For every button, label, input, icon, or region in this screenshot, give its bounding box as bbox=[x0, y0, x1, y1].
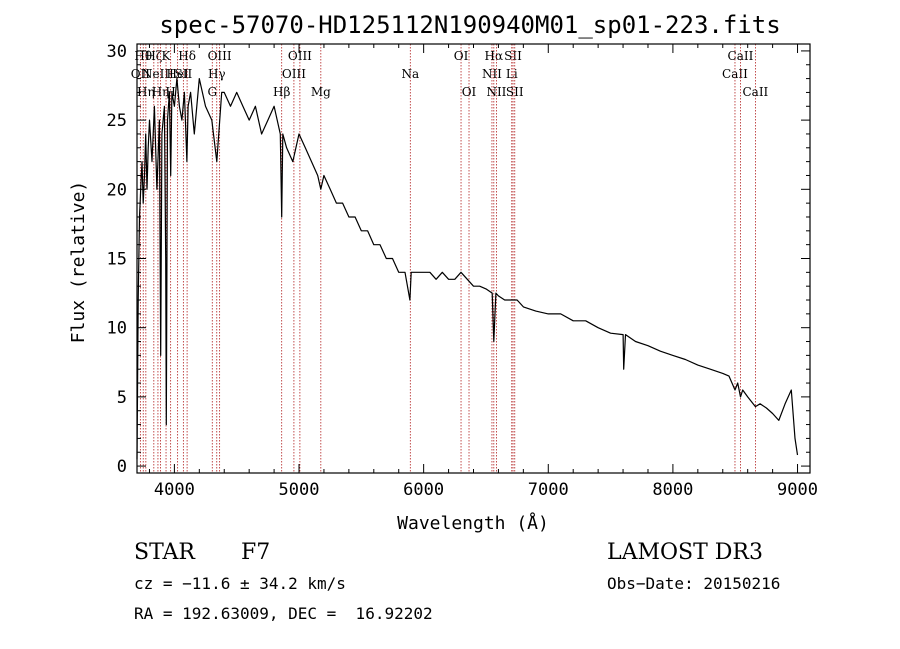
x-axis-label: Wavelength (Å) bbox=[397, 512, 549, 534]
spectral-line-label: NII bbox=[486, 85, 506, 99]
y-axis-label: Flux (relative) bbox=[68, 181, 89, 344]
spectral-line-label: Hα bbox=[485, 49, 504, 63]
spectral-line-label: CaII bbox=[742, 85, 768, 99]
x-tick-label: 9000 bbox=[777, 480, 818, 500]
spectrum-chart: spec-57070-HD125112N190940M01_sp01-223.f… bbox=[68, 11, 818, 534]
spectral-line-label: Hβ bbox=[273, 85, 290, 99]
spectral-line-label: K bbox=[162, 49, 172, 63]
spectral-line-label: SII bbox=[504, 49, 522, 63]
chart-title: spec-57070-HD125112N190940M01_sp01-223.f… bbox=[159, 11, 780, 39]
y-tick-label: 5 bbox=[117, 388, 127, 408]
spectral-subclass: F7 bbox=[241, 540, 271, 565]
y-tick-label: 25 bbox=[107, 111, 127, 131]
spectral-line-label: CaII bbox=[722, 67, 748, 81]
spectral-line-label: Mg bbox=[311, 85, 331, 99]
plot-frame bbox=[136, 43, 811, 474]
x-tick-label: 7000 bbox=[528, 480, 569, 500]
redshift-cz: cz = −11.6 ± 34.2 km/s bbox=[134, 574, 346, 593]
spectrum-series-line bbox=[136, 77, 799, 460]
spectral-line-label: Hη bbox=[152, 85, 170, 99]
spectral-line-label: Hγ bbox=[208, 67, 226, 81]
y-tick-label: 0 bbox=[117, 457, 127, 477]
spectral-line-label: Hθ bbox=[134, 49, 152, 63]
x-tick-label: 8000 bbox=[652, 480, 693, 500]
observation-date: Obs−Date: 20150216 bbox=[607, 574, 781, 593]
x-tick-label: 6000 bbox=[403, 480, 444, 500]
object-class: STAR bbox=[134, 540, 195, 565]
spectral-line-label: Hη bbox=[137, 85, 155, 99]
spectral-line-label: OIII bbox=[282, 67, 306, 81]
y-tick-label: 15 bbox=[107, 250, 127, 270]
spectral-line-label: OIII bbox=[288, 49, 312, 63]
spectral-line-label: OII bbox=[131, 67, 151, 81]
spectral-line-label: H bbox=[165, 85, 175, 99]
spectral-line-label: SII bbox=[175, 67, 193, 81]
y-tick-label: 20 bbox=[107, 180, 127, 200]
spectral-line-label: SII bbox=[506, 85, 524, 99]
spectral-line-label: Hδ bbox=[178, 49, 196, 63]
spectral-line-label: OIII bbox=[208, 49, 232, 63]
x-tick-label: 5000 bbox=[279, 480, 320, 500]
spectral-line-label: OI bbox=[454, 49, 469, 63]
spectral-line-label: Li bbox=[506, 67, 518, 81]
spectral-line-label: G bbox=[207, 85, 217, 99]
x-tick-label: 4000 bbox=[154, 480, 195, 500]
spectral-line-label: Hζ bbox=[145, 49, 162, 63]
spectral-line-label: CaII bbox=[728, 49, 754, 63]
y-tick-label: 10 bbox=[107, 319, 127, 339]
spectral-line-label: NII bbox=[482, 67, 502, 81]
spectral-line-label: Na bbox=[401, 67, 419, 81]
coordinates: RA = 192.63009, DEC = 16.92202 bbox=[134, 604, 433, 623]
y-tick-label: 30 bbox=[107, 42, 127, 62]
survey-name: LAMOST DR3 bbox=[607, 540, 763, 565]
spectral-line-label: OI bbox=[462, 85, 477, 99]
